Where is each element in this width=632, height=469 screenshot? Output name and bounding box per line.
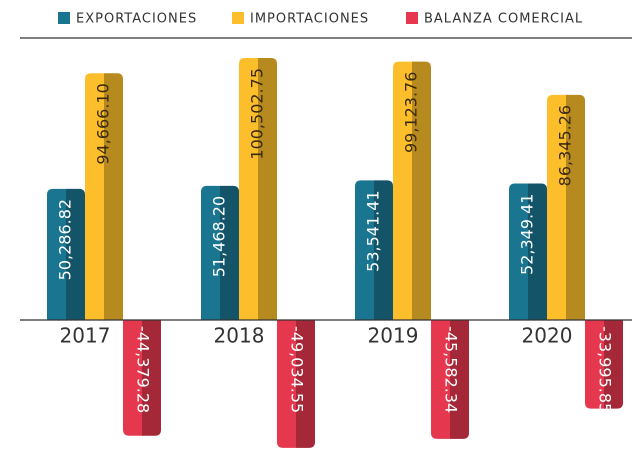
- bar-shade: [585, 320, 623, 409]
- x-tick-label: 2019: [368, 324, 419, 348]
- legend-swatch: [58, 12, 70, 24]
- value-label: 94,666.10: [94, 83, 113, 164]
- value-label: 50,286.82: [56, 199, 75, 280]
- bar-shade: [85, 73, 123, 320]
- value-label: -49,034.55: [288, 326, 307, 413]
- bar-shade: [431, 320, 469, 439]
- legend-label: EXPORTACIONES: [76, 12, 197, 27]
- bar-shade: [239, 58, 277, 320]
- bar-shade: [355, 180, 393, 320]
- legend-swatch: [232, 12, 244, 24]
- bar-shade: [201, 185, 239, 320]
- value-label: 86,345.26: [556, 105, 575, 186]
- value-label: -44,379.28: [134, 326, 153, 413]
- bar-shade: [47, 188, 85, 320]
- x-tick-label: 2018: [214, 324, 265, 348]
- bar-shade: [509, 183, 547, 320]
- bar-shade: [123, 320, 161, 436]
- bar-shade: [277, 320, 315, 448]
- bar-shade: [547, 94, 585, 320]
- x-tick-label: 2017: [60, 324, 111, 348]
- value-label: 99,123.76: [402, 72, 421, 153]
- x-tick-label: 2020: [522, 324, 573, 348]
- value-label: 53,541.41: [364, 190, 383, 271]
- legend-swatch: [406, 12, 418, 24]
- value-label: 100,502.75: [248, 68, 267, 160]
- legend-label: BALANZA COMERCIAL: [424, 12, 583, 27]
- bar-shade: [393, 61, 431, 320]
- value-label: 51,468.20: [210, 196, 229, 277]
- value-label: -33,995.85: [596, 326, 615, 413]
- value-label: -45,582.34: [442, 326, 461, 413]
- value-label: 52,349.41: [518, 194, 537, 275]
- legend-label: IMPORTACIONES: [250, 12, 369, 27]
